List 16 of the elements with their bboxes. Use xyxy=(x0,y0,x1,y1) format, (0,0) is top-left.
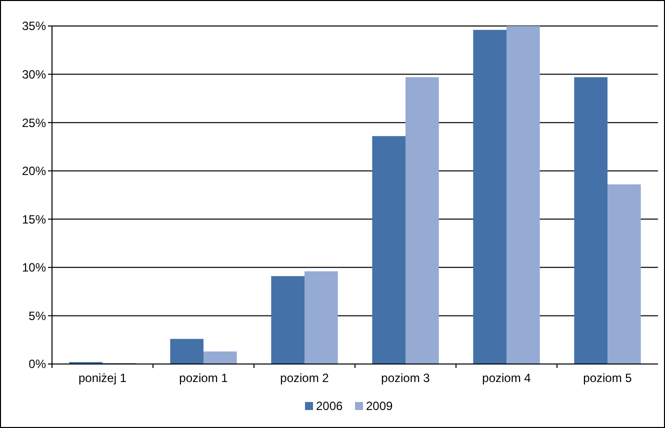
y-tick-label: 35% xyxy=(22,19,46,34)
x-tick-label: poziom 5 xyxy=(583,371,632,385)
y-tick-label: 30% xyxy=(22,67,46,82)
x-tick-label: poziom 1 xyxy=(179,371,228,385)
x-tick-label: poziom 3 xyxy=(381,371,430,385)
legend-label: 2009 xyxy=(366,399,394,413)
x-tick-label: poziom 2 xyxy=(280,371,330,385)
legend-label: 2006 xyxy=(316,399,344,413)
y-tick-label: 15% xyxy=(22,212,46,226)
y-tick-label: 25% xyxy=(22,116,46,130)
y-tick-label: 10% xyxy=(22,260,46,275)
y-tick-label: 20% xyxy=(22,164,46,178)
x-tick-label: poziom 4 xyxy=(482,371,532,385)
y-tick-label: 0% xyxy=(28,357,46,372)
x-tick-label: poniżej 1 xyxy=(78,371,127,385)
y-tick-label: 5% xyxy=(28,308,46,323)
